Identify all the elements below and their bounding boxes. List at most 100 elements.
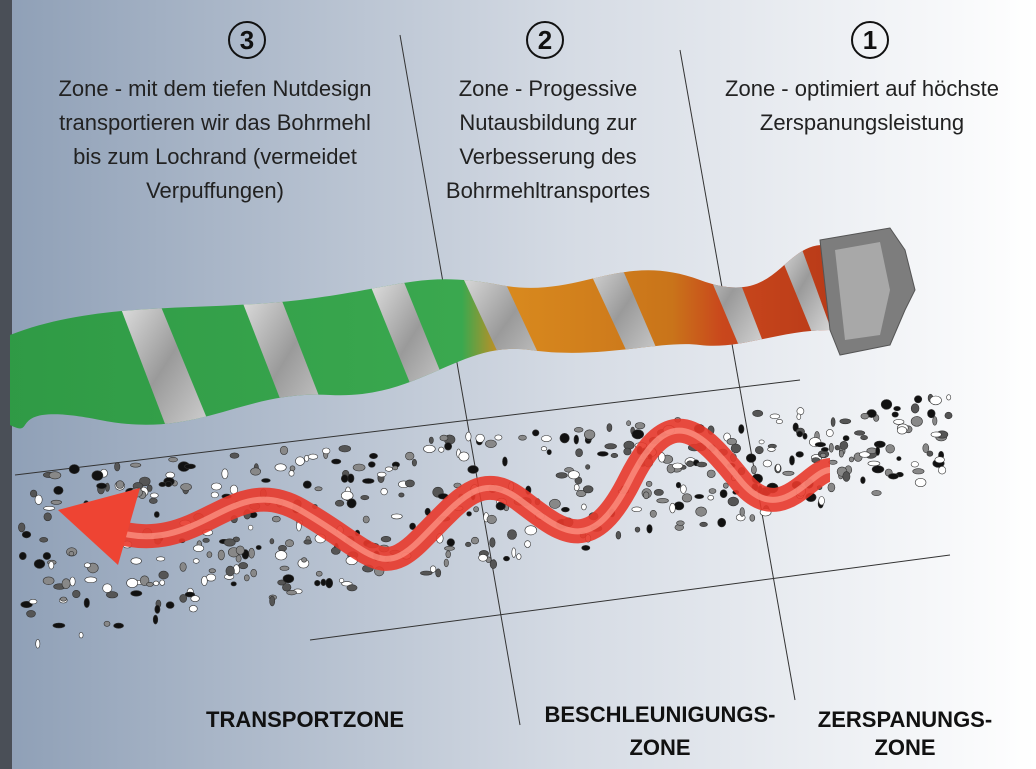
particle xyxy=(53,623,65,628)
zone-description: Zone - mit dem tiefen Nutdesign xyxy=(58,76,371,101)
particle xyxy=(84,598,89,607)
particle xyxy=(368,462,375,468)
particle xyxy=(361,495,369,499)
particle xyxy=(815,442,825,446)
particle xyxy=(503,457,508,466)
particle xyxy=(854,431,864,436)
particle xyxy=(347,499,356,508)
particle xyxy=(256,545,261,549)
particle xyxy=(490,538,495,548)
particle xyxy=(447,539,455,547)
particle xyxy=(251,569,257,577)
particle xyxy=(584,430,595,439)
zone-description: Zone - Progessive xyxy=(459,76,638,101)
particle xyxy=(474,507,479,512)
particle xyxy=(147,582,154,586)
particle xyxy=(476,434,485,442)
particle xyxy=(923,444,929,453)
particle xyxy=(30,490,37,497)
particle xyxy=(466,432,471,441)
particle xyxy=(92,471,103,481)
particle xyxy=(541,436,551,442)
particle xyxy=(44,506,55,510)
particle xyxy=(682,494,692,502)
particle xyxy=(872,466,884,473)
particle xyxy=(751,466,756,474)
particle xyxy=(938,466,945,474)
particle xyxy=(97,483,107,489)
particle xyxy=(230,453,239,458)
zone-description: bis zum Lochrand (vermeidet xyxy=(73,144,357,169)
particle xyxy=(776,419,782,423)
particle xyxy=(391,514,402,519)
particle xyxy=(60,597,66,601)
particle xyxy=(191,596,200,602)
zone-label: ZONE xyxy=(629,735,690,760)
particle xyxy=(892,412,898,417)
particle xyxy=(251,468,261,475)
particle xyxy=(347,585,357,591)
particle xyxy=(574,484,579,491)
particle xyxy=(525,541,531,548)
particle xyxy=(485,440,496,448)
particle xyxy=(131,591,142,597)
particle xyxy=(697,462,707,467)
particle xyxy=(436,569,441,577)
particle xyxy=(44,513,52,521)
particle xyxy=(654,489,663,495)
particle xyxy=(897,457,901,461)
particle xyxy=(876,447,880,456)
particle xyxy=(290,466,295,471)
particle xyxy=(650,510,656,517)
particle xyxy=(797,414,801,420)
particle xyxy=(797,431,803,437)
particle xyxy=(627,421,631,426)
particle xyxy=(930,396,942,405)
particle xyxy=(35,495,42,504)
particle xyxy=(43,577,54,585)
particle xyxy=(49,562,54,570)
particle xyxy=(843,472,850,482)
particle xyxy=(211,492,218,498)
particle xyxy=(236,546,244,555)
particle xyxy=(304,540,312,544)
particle xyxy=(131,558,142,564)
particle xyxy=(468,466,479,474)
particle xyxy=(283,575,294,583)
particle xyxy=(393,466,398,470)
illustration: 3 Zone - mit dem tiefen Nutdesign transp… xyxy=(0,0,1036,769)
particle xyxy=(897,427,907,434)
particle xyxy=(278,545,286,551)
particle xyxy=(826,429,833,436)
particle xyxy=(770,414,780,419)
zone-number: 1 xyxy=(863,25,877,55)
particle xyxy=(843,436,849,441)
particle xyxy=(363,516,369,523)
particle xyxy=(643,492,649,499)
particle xyxy=(947,395,951,400)
particle xyxy=(676,482,681,488)
particle xyxy=(835,445,840,450)
particle xyxy=(495,435,502,440)
particle xyxy=(532,430,539,436)
particle xyxy=(763,460,772,467)
particle xyxy=(363,479,375,484)
particle xyxy=(783,471,794,475)
particle xyxy=(541,447,547,451)
particle xyxy=(931,432,941,437)
particle xyxy=(739,425,744,434)
particle xyxy=(635,423,645,429)
particle xyxy=(487,515,497,523)
particle xyxy=(828,483,835,492)
particle xyxy=(479,554,488,561)
particle xyxy=(439,447,444,452)
particle xyxy=(103,584,112,593)
particle xyxy=(727,438,737,445)
particle xyxy=(512,548,516,558)
particle xyxy=(503,556,509,561)
particle xyxy=(700,522,708,526)
particle xyxy=(339,445,351,452)
particle xyxy=(874,441,885,448)
particle xyxy=(275,551,287,560)
particle xyxy=(635,527,640,532)
